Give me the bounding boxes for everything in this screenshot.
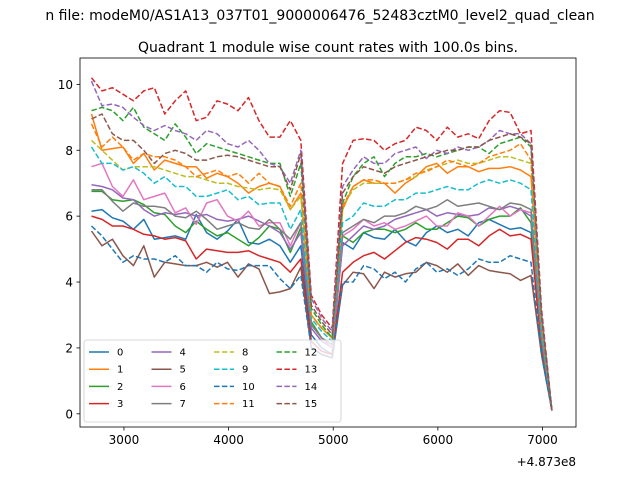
- y-tick-label: 8: [65, 144, 73, 158]
- series-line-13: [90, 77, 553, 411]
- series-line-7: [91, 189, 553, 411]
- legend-label-4: 4: [180, 348, 186, 359]
- legend-label-9: 9: [242, 365, 248, 376]
- x-tick-label: 7000: [527, 433, 558, 447]
- series-line-11: [90, 123, 553, 411]
- x-tick-label: 4000: [213, 433, 244, 447]
- legend-label-6: 6: [180, 382, 186, 393]
- legend-label-8: 8: [242, 348, 248, 359]
- legend-label-13: 13: [305, 365, 318, 376]
- series-line-10: [90, 225, 553, 411]
- chart-title: Quadrant 1 module wise count rates with …: [138, 40, 518, 56]
- legend-label-3: 3: [117, 399, 123, 410]
- legend-label-14: 14: [305, 382, 318, 393]
- x-tick-label: 6000: [423, 433, 454, 447]
- y-tick-label: 0: [65, 407, 73, 421]
- x-offset-label: +4.873e8: [517, 455, 576, 469]
- y-tick-label: 6: [65, 210, 73, 224]
- y-tick-label: 4: [65, 276, 73, 290]
- legend-label-11: 11: [242, 399, 255, 410]
- series-line-15: [91, 113, 553, 411]
- legend-label-12: 12: [305, 348, 318, 359]
- legend-label-10: 10: [242, 382, 255, 393]
- y-tick-label: 2: [65, 341, 73, 355]
- legend-label-5: 5: [180, 365, 186, 376]
- x-tick-label: 3000: [109, 433, 140, 447]
- plot-frame: [79, 57, 577, 428]
- legend-label-1: 1: [117, 365, 123, 376]
- series-line-14: [90, 80, 553, 411]
- x-tick-label: 5000: [318, 433, 349, 447]
- series-lines: [90, 77, 553, 411]
- y-tick-label: 10: [58, 78, 73, 92]
- legend-label-0: 0: [117, 348, 123, 359]
- figure-suptitle: n file: modeM0/AS1A13_037T01_9000006476_…: [45, 8, 594, 24]
- legend-label-15: 15: [305, 399, 318, 410]
- legend-label-2: 2: [117, 382, 123, 393]
- series-line-9: [90, 146, 553, 411]
- legend-box: [83, 339, 342, 423]
- legend-label-7: 7: [180, 399, 186, 410]
